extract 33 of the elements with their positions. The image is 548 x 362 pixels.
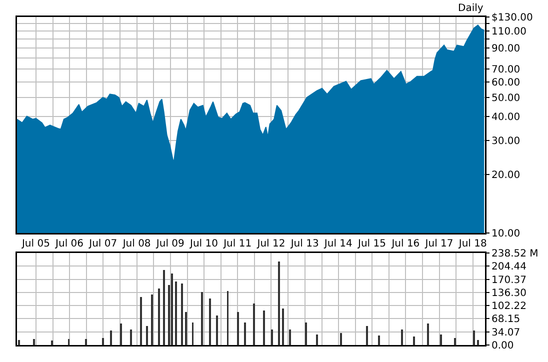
y-tick-label: 60.00 xyxy=(492,78,520,89)
y-tick-label: $130.00 xyxy=(492,12,533,24)
x-tick-label: Jul 10 xyxy=(188,238,218,250)
y-tick-label: 50.00 xyxy=(492,92,520,104)
y-tick-label: 204.44 xyxy=(492,262,526,273)
x-tick-label: Jul 08 xyxy=(122,238,151,250)
y-tick-label: 34.07 xyxy=(492,327,520,338)
x-tick-label: Jul 18 xyxy=(458,238,487,250)
y-tick-label: 90.00 xyxy=(492,43,520,54)
x-tick-label: Jul 09 xyxy=(155,238,184,250)
y-tick-label: 110.00 xyxy=(492,26,526,38)
y-tick-label: 238.52 M xyxy=(492,248,538,260)
x-tick-label: Jul 15 xyxy=(357,238,386,250)
y-tick-label: 20.00 xyxy=(492,170,520,182)
x-tick-label: Jul 16 xyxy=(390,238,420,250)
y-tick-label: 10.00 xyxy=(492,228,520,240)
x-tick-label: Jul 17 xyxy=(424,238,454,250)
x-tick-label: Jul 11 xyxy=(222,238,252,250)
x-tick-label: Jul 13 xyxy=(290,238,319,250)
y-tick-label: 40.00 xyxy=(492,112,520,123)
x-tick-label: Jul 05 xyxy=(20,238,50,250)
y-tick-label: 68.15 xyxy=(492,314,520,326)
y-tick-label: 136.30 xyxy=(492,288,526,299)
text: Daily xyxy=(458,3,484,14)
x-tick-label: Jul 14 xyxy=(323,238,352,250)
y-tick-label: 0.00 xyxy=(492,340,514,352)
y-tick-label: 170.37 xyxy=(492,274,526,286)
y-tick-label: 70.00 xyxy=(492,64,520,76)
x-tick-label: Jul 07 xyxy=(88,238,118,250)
y-tick-label: 102.22 xyxy=(492,301,526,312)
x-tick-label: Jul 12 xyxy=(256,238,286,250)
x-tick-label: Jul 06 xyxy=(54,238,84,250)
y-tick-label: 30.00 xyxy=(492,136,520,147)
